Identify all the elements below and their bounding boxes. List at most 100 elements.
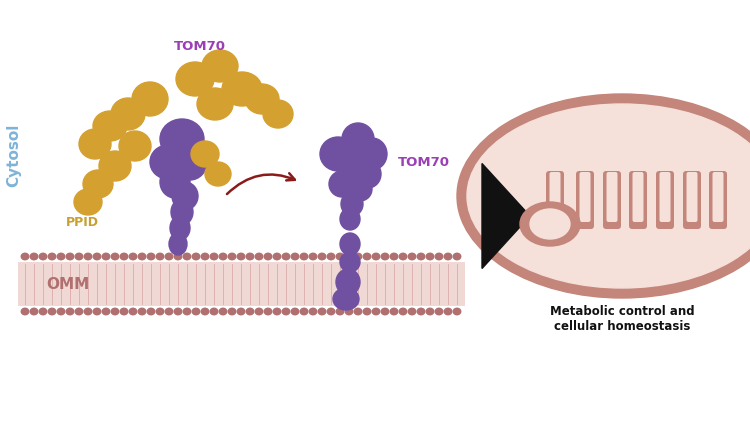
- Ellipse shape: [165, 253, 172, 260]
- Ellipse shape: [66, 309, 74, 315]
- FancyBboxPatch shape: [659, 173, 670, 223]
- Ellipse shape: [84, 309, 92, 315]
- Ellipse shape: [228, 309, 236, 315]
- Ellipse shape: [345, 309, 352, 315]
- Ellipse shape: [111, 309, 118, 315]
- FancyBboxPatch shape: [603, 171, 621, 230]
- FancyBboxPatch shape: [632, 173, 644, 223]
- Ellipse shape: [282, 309, 290, 315]
- FancyBboxPatch shape: [629, 171, 647, 230]
- Ellipse shape: [309, 309, 316, 315]
- Ellipse shape: [246, 253, 254, 260]
- Ellipse shape: [192, 253, 200, 260]
- Ellipse shape: [39, 253, 46, 260]
- Text: TOM70: TOM70: [398, 156, 450, 169]
- Ellipse shape: [173, 145, 207, 181]
- Ellipse shape: [83, 171, 113, 198]
- Ellipse shape: [340, 208, 360, 230]
- Ellipse shape: [357, 139, 387, 171]
- Ellipse shape: [345, 253, 352, 260]
- Ellipse shape: [120, 309, 128, 315]
- Ellipse shape: [205, 163, 231, 187]
- Ellipse shape: [48, 309, 56, 315]
- Ellipse shape: [453, 309, 460, 315]
- Ellipse shape: [99, 151, 131, 181]
- Ellipse shape: [426, 253, 433, 260]
- FancyBboxPatch shape: [709, 171, 727, 230]
- Ellipse shape: [93, 112, 127, 141]
- Ellipse shape: [74, 190, 102, 216]
- Ellipse shape: [340, 253, 360, 273]
- Ellipse shape: [174, 253, 182, 260]
- Ellipse shape: [336, 270, 360, 295]
- Ellipse shape: [530, 210, 570, 240]
- Ellipse shape: [111, 99, 145, 131]
- Ellipse shape: [147, 309, 154, 315]
- Ellipse shape: [381, 253, 388, 260]
- Ellipse shape: [399, 253, 406, 260]
- Ellipse shape: [75, 253, 82, 260]
- Text: PPID: PPID: [65, 216, 98, 229]
- Ellipse shape: [228, 253, 236, 260]
- Ellipse shape: [183, 253, 190, 260]
- FancyBboxPatch shape: [712, 173, 724, 223]
- Ellipse shape: [21, 309, 28, 315]
- Ellipse shape: [336, 309, 344, 315]
- Ellipse shape: [426, 309, 433, 315]
- Text: Metabolic control and
cellular homeostasis: Metabolic control and cellular homeostas…: [550, 304, 694, 332]
- FancyArrowPatch shape: [227, 174, 295, 194]
- Ellipse shape: [202, 51, 238, 83]
- Ellipse shape: [300, 253, 307, 260]
- Ellipse shape: [93, 253, 100, 260]
- Ellipse shape: [169, 233, 187, 256]
- Ellipse shape: [160, 167, 190, 198]
- Ellipse shape: [273, 309, 280, 315]
- FancyBboxPatch shape: [580, 173, 590, 223]
- Bar: [18, 263, 465, 306]
- Ellipse shape: [273, 253, 280, 260]
- Ellipse shape: [156, 309, 164, 315]
- Ellipse shape: [435, 309, 442, 315]
- Ellipse shape: [337, 156, 367, 184]
- Ellipse shape: [520, 203, 580, 247]
- Polygon shape: [482, 164, 530, 269]
- Ellipse shape: [264, 253, 272, 260]
- Ellipse shape: [348, 178, 372, 201]
- Ellipse shape: [467, 105, 750, 288]
- Ellipse shape: [102, 253, 110, 260]
- Ellipse shape: [165, 309, 172, 315]
- Ellipse shape: [399, 309, 406, 315]
- Ellipse shape: [30, 309, 38, 315]
- Ellipse shape: [327, 253, 334, 260]
- Ellipse shape: [342, 124, 374, 156]
- Text: Cytosol: Cytosol: [7, 123, 22, 186]
- Ellipse shape: [138, 253, 146, 260]
- Text: TOM70: TOM70: [174, 40, 226, 53]
- Ellipse shape: [93, 309, 100, 315]
- Ellipse shape: [102, 309, 110, 315]
- Ellipse shape: [219, 309, 226, 315]
- Ellipse shape: [318, 253, 326, 260]
- Ellipse shape: [150, 146, 186, 180]
- Ellipse shape: [210, 253, 218, 260]
- Ellipse shape: [408, 309, 416, 315]
- Ellipse shape: [129, 253, 136, 260]
- Ellipse shape: [390, 253, 398, 260]
- Ellipse shape: [457, 95, 750, 298]
- Ellipse shape: [341, 193, 363, 217]
- Ellipse shape: [354, 253, 362, 260]
- Ellipse shape: [176, 63, 214, 97]
- FancyBboxPatch shape: [546, 171, 564, 230]
- Ellipse shape: [453, 253, 460, 260]
- Ellipse shape: [245, 85, 279, 115]
- FancyBboxPatch shape: [686, 173, 698, 223]
- Ellipse shape: [372, 309, 380, 315]
- Ellipse shape: [192, 309, 200, 315]
- Ellipse shape: [39, 309, 46, 315]
- Ellipse shape: [264, 309, 272, 315]
- FancyBboxPatch shape: [683, 171, 701, 230]
- Ellipse shape: [329, 171, 355, 197]
- Ellipse shape: [138, 309, 146, 315]
- Ellipse shape: [119, 132, 151, 161]
- Ellipse shape: [30, 253, 38, 260]
